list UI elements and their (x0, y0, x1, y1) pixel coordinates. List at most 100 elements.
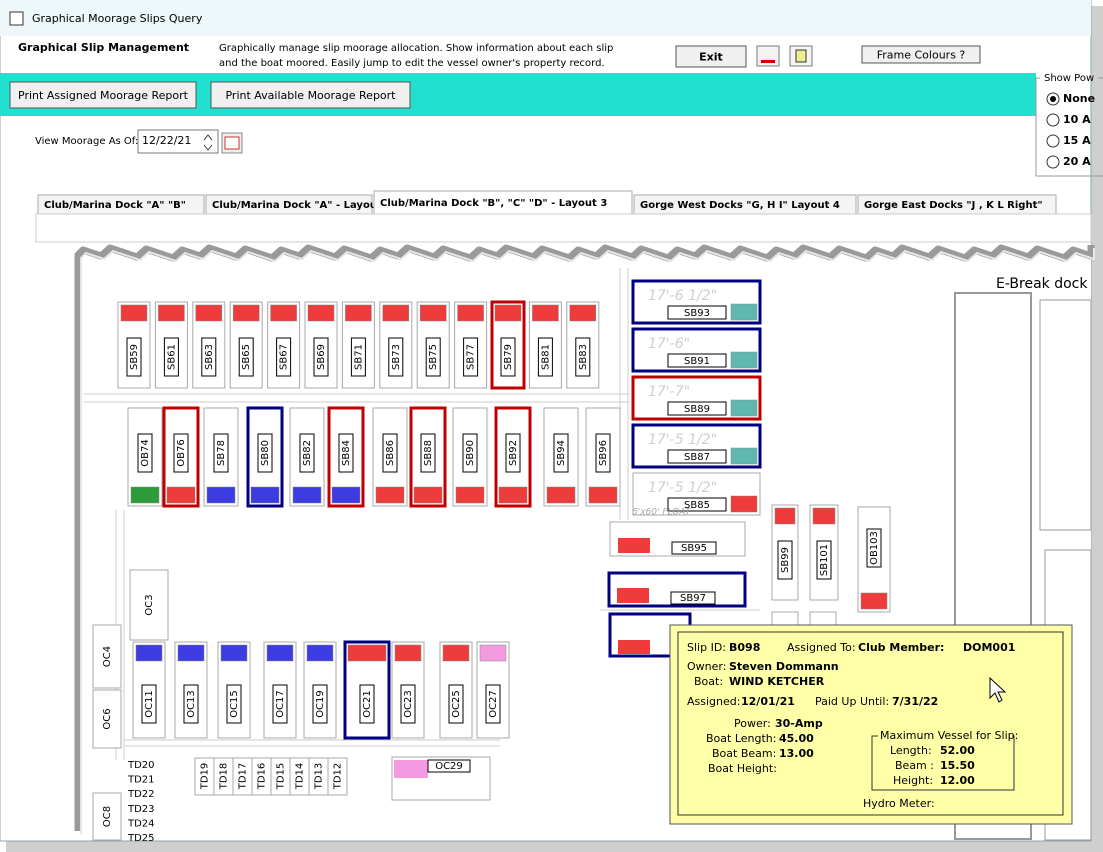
exit-button-label[interactable]: Exit (699, 51, 723, 64)
slip-label-box (226, 684, 242, 724)
slip[interactable] (129, 569, 169, 641)
power-radio-dot (1050, 96, 1056, 102)
slip-label-box (213, 433, 229, 473)
print-icon-bar (761, 60, 775, 63)
slip-label-box (553, 433, 569, 473)
slip-label-box (866, 528, 882, 568)
tooltip-assigned: 12/01/21 (741, 695, 795, 708)
slip-label: OC8 (102, 806, 113, 827)
tooltip-length: 45.00 (779, 732, 814, 745)
slip-fill (730, 495, 758, 513)
slip-fill (812, 507, 836, 525)
slip-label-box (667, 497, 727, 512)
td-label: TD13 (314, 763, 325, 791)
td-slip[interactable] (327, 757, 348, 796)
slip[interactable] (92, 689, 122, 749)
slip[interactable] (92, 792, 122, 841)
slip-label-box (595, 433, 611, 473)
slip-label: SB59 (129, 344, 140, 370)
tooltip-max-beam-label: Beam : (895, 759, 934, 772)
date-spinner[interactable] (203, 134, 213, 151)
slip-size: 17'-7" (648, 384, 690, 400)
slip[interactable] (92, 624, 122, 689)
slip-label: SB63 (204, 344, 215, 370)
slip-label: OC23 (403, 690, 414, 718)
power-radio[interactable] (1046, 155, 1060, 169)
td-label: TD18 (219, 763, 230, 791)
tooltip-length-label: Boat Length: (706, 732, 776, 745)
tab-label[interactable]: Club/Marina Dock "A" - Layout 2 (212, 200, 392, 211)
power-option[interactable]: None (1063, 92, 1095, 105)
slip-fill (774, 507, 796, 525)
power-radio[interactable] (1046, 134, 1060, 148)
frame-colours-button-label[interactable]: Frame Colours ? (877, 49, 966, 62)
slip-fill (382, 304, 410, 322)
td-label: TD23 (127, 804, 155, 815)
slip-fill (532, 304, 559, 322)
slip-label: SB97 (680, 593, 706, 604)
frame-colours-button[interactable] (861, 45, 981, 64)
header-title: Graphical Slip Management (18, 41, 189, 54)
power-option[interactable]: 20 A (1063, 155, 1091, 168)
print-available-button-label[interactable]: Print Available Moorage Report (225, 89, 396, 102)
slip-fill (588, 486, 618, 504)
slip-label-box (388, 337, 404, 377)
slip-label-box (313, 337, 329, 377)
power-radio[interactable] (1046, 113, 1060, 127)
print-available-button[interactable] (210, 81, 411, 109)
print-assigned-button-label[interactable]: Print Assigned Moorage Report (18, 89, 189, 102)
dock-structure (1039, 299, 1092, 531)
slip-fill (206, 486, 236, 504)
tooltip-assigned-label: Assigned: (687, 695, 740, 708)
tab-label[interactable]: Club/Marina Dock "B", "C" "D" - Layout 3 (380, 198, 607, 209)
power-option[interactable]: 10 A (1063, 113, 1091, 126)
slip-label: OC21 (362, 690, 373, 718)
slip-label: SB96 (598, 440, 609, 466)
slip-label: SB79 (503, 344, 514, 370)
td-label: TD21 (127, 775, 155, 786)
help-icon-glyph (795, 49, 807, 63)
slip-label: SB91 (684, 356, 710, 367)
slip-label: SB61 (166, 344, 177, 370)
slip-label-box (420, 433, 436, 473)
slip-label: SB87 (684, 452, 710, 463)
print-assigned-button[interactable] (9, 81, 197, 109)
slip-fill (457, 304, 484, 322)
slip-label: OC6 (102, 708, 113, 729)
slip-label-box (173, 433, 189, 473)
slip-label-box (537, 337, 553, 377)
slip-fill (413, 486, 443, 504)
slip-fill (618, 538, 650, 553)
tab-label[interactable]: Gorge East Docks "J , K L Right" (864, 200, 1043, 211)
tab-label[interactable]: Gorge West Docks "G, H I" Layout 4 (640, 200, 840, 211)
date-value[interactable]: 12/22/21 (142, 134, 191, 147)
slip-fill (177, 644, 205, 662)
slip-label: OC11 (144, 690, 155, 718)
power-option[interactable]: 15 A (1063, 134, 1091, 147)
exit-button[interactable] (675, 45, 747, 68)
tooltip-beam: 13.00 (779, 747, 814, 760)
slip-label: SB73 (391, 344, 402, 370)
slip[interactable] (809, 611, 837, 627)
slip-size: 17'-6 1/2" (648, 288, 717, 304)
slip-label: SB78 (216, 440, 227, 466)
slip-fill (394, 644, 422, 662)
slip-fill (419, 304, 447, 322)
torn-edge (80, 248, 1095, 834)
tooltip-power-label: Power: (734, 717, 771, 730)
td-label: TD22 (127, 789, 155, 800)
slip-label: SB67 (279, 344, 290, 370)
slip-fill (394, 760, 428, 778)
tooltip-max-beam: 15.50 (940, 759, 975, 772)
slip-label: SB88 (423, 440, 434, 466)
slip-fill (546, 486, 576, 504)
tab-label[interactable]: Club/Marina Dock "A" "B" (44, 200, 186, 211)
window-title: Graphical Moorage Slips Query (32, 12, 203, 25)
tooltip-power: 30-Amp (775, 717, 823, 730)
tab[interactable] (373, 190, 633, 216)
slip[interactable] (771, 611, 799, 627)
slip-label: SB69 (316, 344, 327, 370)
slip-fill (166, 486, 196, 504)
slip-fill (494, 304, 522, 322)
date-input[interactable] (137, 129, 219, 154)
